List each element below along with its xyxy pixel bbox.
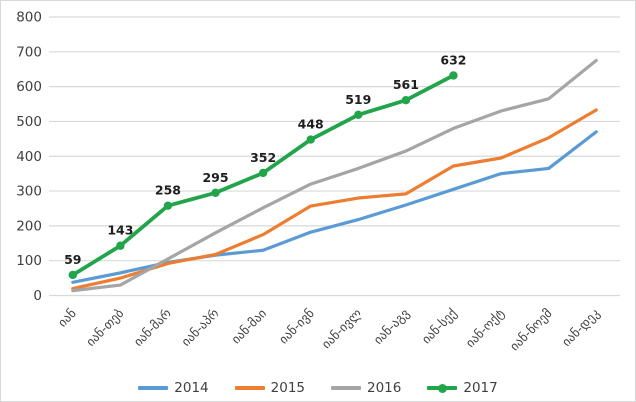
legend-item-2014: 2014 — [138, 380, 209, 396]
legend-marker-dot-2017 — [437, 383, 447, 393]
legend-item-2015: 2015 — [234, 380, 305, 396]
data-label-2017: 295 — [202, 170, 228, 185]
series-marker-2017 — [306, 135, 315, 144]
series-marker-2017 — [354, 110, 363, 120]
chart-legend: 2014 2015 2016 2017 — [1, 380, 635, 396]
x-axis-tick-label: იან-ივლ — [318, 306, 364, 352]
x-axis-tick-label: იან-სექ — [418, 306, 459, 347]
series-line-2014 — [71, 130, 598, 284]
series-marker-2017 — [449, 71, 458, 80]
y-axis-tick-label: 0 — [33, 288, 42, 304]
legend-label-2017: 2017 — [463, 380, 498, 396]
legend-item-2016: 2016 — [331, 380, 401, 396]
x-axis-tick-label: იან-თებ — [83, 306, 127, 350]
series-marker-2017 — [211, 188, 220, 198]
x-axis-tick-label: იან-ივნ — [276, 306, 317, 347]
series-line-2015 — [71, 108, 598, 291]
series-line-2016 — [71, 58, 598, 293]
y-axis-tick-label: 500 — [16, 114, 42, 130]
y-axis-tick-label: 100 — [16, 253, 42, 269]
y-axis-tick-label: 800 — [16, 10, 42, 26]
series-marker-2017 — [163, 201, 173, 210]
legend-label-2014: 2014 — [174, 380, 209, 396]
data-label-2017: 561 — [393, 77, 419, 92]
y-axis-tick-label: 300 — [16, 184, 42, 200]
series-marker-2017 — [68, 270, 77, 280]
x-axis-tick-label: იან-ოქტ — [462, 306, 507, 351]
data-label-2017: 632 — [440, 52, 466, 67]
legend-swatch-2014 — [138, 386, 169, 390]
data-label-2017: 448 — [298, 117, 324, 132]
x-axis-tick-label: იან — [55, 306, 79, 330]
series-marker-2017 — [116, 241, 125, 250]
legend-swatch-2015 — [234, 386, 265, 390]
data-label-2017: 519 — [345, 92, 371, 107]
x-axis-tick-label: იან-მარ — [130, 305, 174, 349]
legend-label-2015: 2015 — [270, 380, 305, 396]
data-label-2017: 258 — [155, 183, 181, 198]
y-axis-tick-label: 600 — [16, 79, 42, 95]
x-axis-tick-label: იან-აპრ — [178, 305, 222, 349]
series-marker-2017 — [401, 96, 411, 105]
y-axis-tick-label: 400 — [16, 149, 42, 165]
legend-swatch-2016 — [331, 386, 361, 390]
x-axis-tick-label: იან-აგვ — [370, 306, 412, 348]
series-marker-2017 — [258, 168, 268, 178]
x-axis-tick-label: იან-ნოემ — [507, 306, 555, 354]
x-axis-tick-label: იან-დეკ — [559, 306, 603, 350]
data-label-2017: 59 — [64, 252, 81, 267]
legend-swatch-2017 — [427, 383, 458, 393]
legend-label-2016: 2016 — [367, 380, 402, 396]
legend-item-2017: 2017 — [427, 380, 498, 396]
data-label-2017: 352 — [250, 150, 276, 165]
y-axis-tick-label: 700 — [16, 44, 42, 60]
x-axis-tick-label: იან-მაი — [228, 306, 269, 347]
y-axis-tick-label: 200 — [16, 218, 42, 234]
data-label-2017: 143 — [107, 223, 133, 238]
